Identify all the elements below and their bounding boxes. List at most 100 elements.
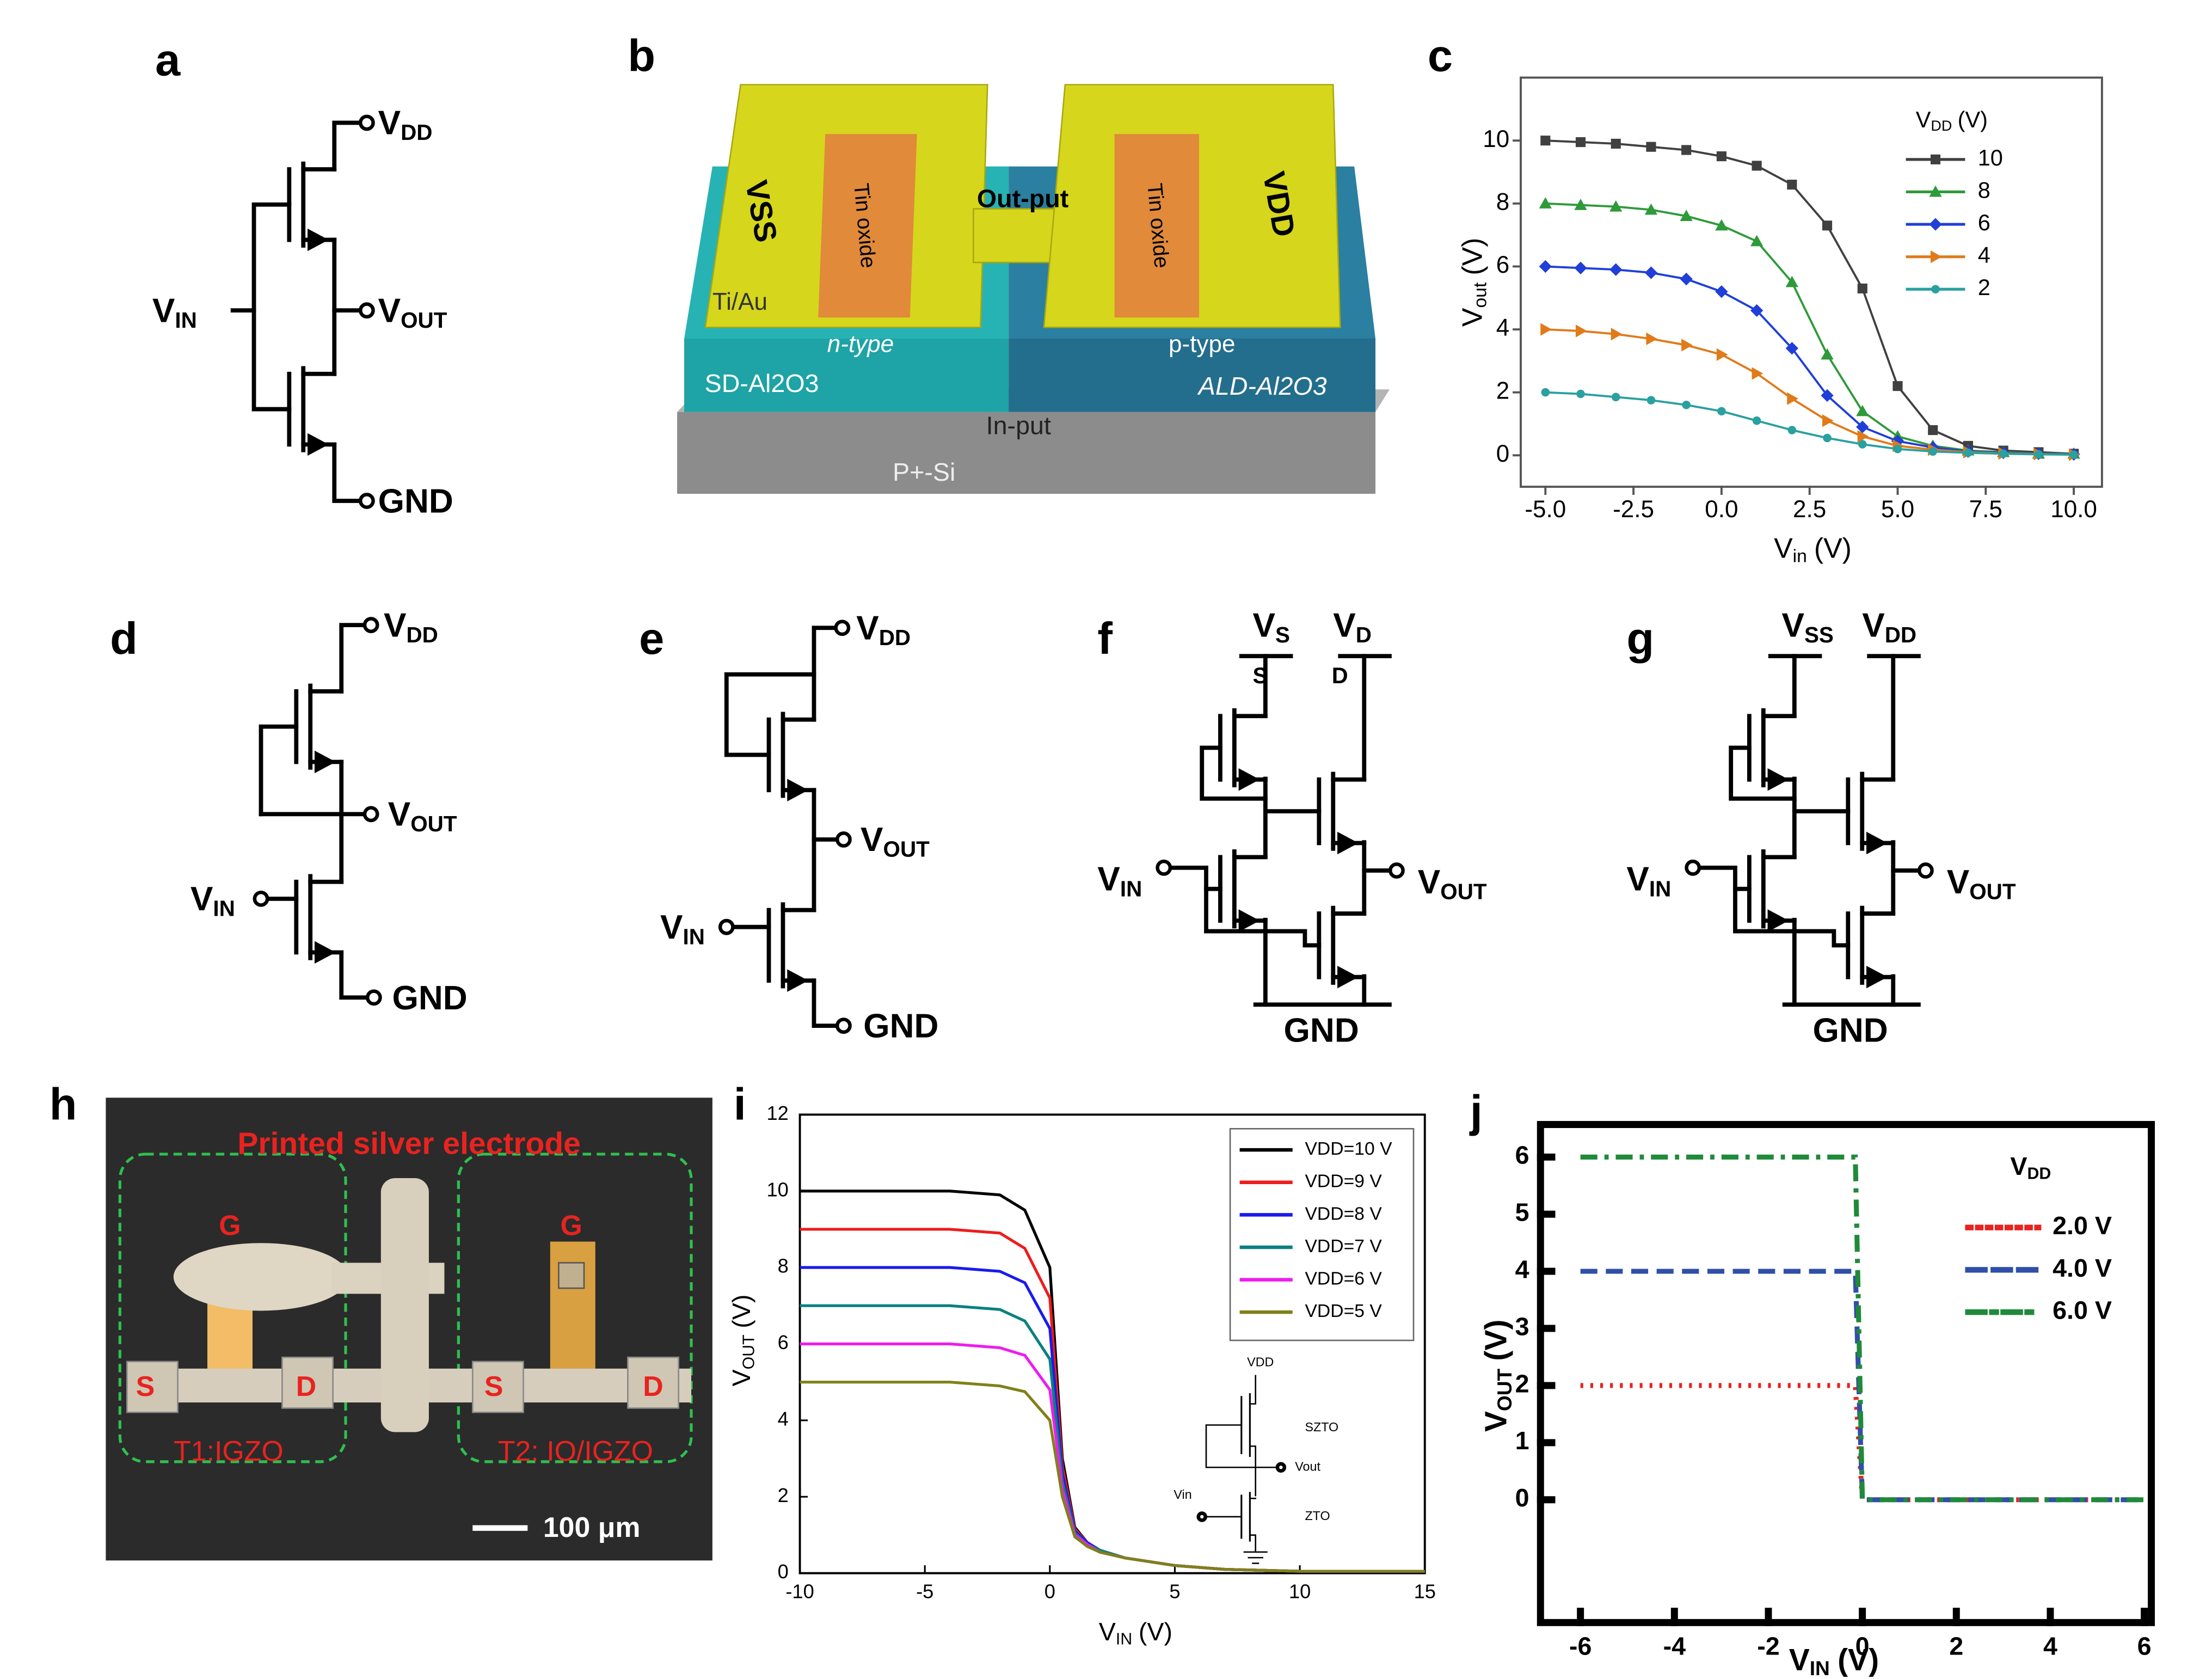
- y-tick-label: 2: [778, 1484, 789, 1506]
- terminal: [1275, 1462, 1287, 1473]
- label: VIN: [1626, 861, 1671, 901]
- marker: [1611, 393, 1620, 402]
- wire: [1696, 865, 1752, 891]
- sub-part: IN: [683, 924, 704, 949]
- label: ALD-Al2O3: [1197, 372, 1327, 400]
- label: S: [1253, 663, 1268, 688]
- terminal: [362, 806, 379, 823]
- label: S: [136, 1370, 155, 1402]
- wire: [724, 672, 816, 757]
- sub-part: out: [1470, 282, 1490, 308]
- panel-label: f: [1097, 613, 1113, 664]
- y-tick-label: 6: [1515, 1141, 1529, 1169]
- label: P+-Si: [893, 458, 955, 486]
- label: VOUT: [861, 822, 930, 862]
- marker: [1609, 263, 1623, 276]
- marker: [1856, 405, 1869, 416]
- label: GND: [1284, 1012, 1359, 1049]
- contact-pad: [471, 1361, 524, 1413]
- y-axis-label: VOUT (V): [1479, 1320, 1516, 1432]
- base-part: V: [861, 822, 883, 859]
- base-part: V: [1097, 861, 1120, 898]
- base-part: V: [660, 909, 683, 946]
- legend-title: VDD: [2010, 1152, 2051, 1182]
- arrow: [314, 750, 336, 774]
- marker: [1928, 447, 1937, 456]
- panel-label: d: [110, 613, 138, 664]
- sub-part: IN: [1116, 1631, 1132, 1649]
- label: VDD: [384, 607, 438, 647]
- marker: [1717, 407, 1726, 416]
- base-part: V: [384, 607, 407, 645]
- wire: [339, 950, 369, 1000]
- substrate: [677, 412, 1376, 494]
- marker: [1539, 197, 1552, 209]
- terminal: [835, 1018, 852, 1034]
- marker: [1893, 444, 1902, 454]
- contact-pad: [281, 1356, 334, 1409]
- marker: [1964, 448, 1973, 457]
- series-line: [1580, 1154, 2145, 1503]
- terminal: [358, 302, 375, 319]
- marker: [1930, 250, 1942, 264]
- silver-stem: [380, 1178, 429, 1432]
- base-part: V: [1418, 863, 1441, 901]
- marker: [2069, 450, 2078, 459]
- marker: [1929, 185, 1942, 197]
- panel-label: b: [628, 30, 655, 81]
- sub-part: IN: [213, 896, 235, 921]
- marker: [1540, 323, 1552, 336]
- label: Vout: [1295, 1459, 1320, 1473]
- x-tick-label: -2.5: [1613, 496, 1654, 523]
- legend-label: 2.0 V: [2053, 1211, 2112, 1240]
- base-part: V: [1253, 607, 1276, 645]
- marker: [1680, 210, 1693, 221]
- y-tick-label: 2: [1496, 377, 1510, 404]
- label: 100 μm: [543, 1511, 641, 1543]
- base-part: V: [1789, 1643, 1810, 1677]
- base-part: V: [1626, 861, 1649, 898]
- marker: [1644, 266, 1658, 279]
- arrow: [787, 779, 809, 802]
- panel-label: j: [1469, 1086, 1483, 1136]
- unit-part: (V): [1958, 107, 1988, 132]
- wire: [332, 120, 362, 171]
- sub-part: DD: [2027, 1165, 2051, 1183]
- label: GND: [1813, 1012, 1888, 1049]
- x-tick-label: -2: [1757, 1632, 1779, 1660]
- x-tick-label: 7.5: [1969, 496, 2002, 523]
- x-tick-label: 2: [1949, 1632, 1963, 1660]
- legend-label: 2: [1978, 274, 1990, 300]
- marker: [1715, 285, 1728, 298]
- label: Vin: [1173, 1487, 1191, 1502]
- sub-part: DD: [406, 622, 438, 647]
- contact-pad: [126, 1361, 179, 1413]
- sub-part: IN: [1120, 876, 1142, 901]
- terminal: [362, 617, 379, 633]
- marker: [1750, 304, 1764, 317]
- label: Out-put: [977, 184, 1068, 212]
- x-tick-label: 6: [2137, 1632, 2152, 1660]
- y-tick-label: 0: [1515, 1484, 1529, 1512]
- wire: [1200, 745, 1268, 801]
- contact-pad: [627, 1356, 679, 1409]
- marker: [1857, 430, 1869, 443]
- base-part: V: [152, 292, 175, 330]
- base-part: V: [1456, 308, 1488, 327]
- legend-label: VDD=5 V: [1305, 1301, 1382, 1321]
- terminal: [365, 989, 382, 1006]
- label: VS: [1253, 607, 1290, 647]
- label: VDD: [378, 105, 433, 145]
- label: T1:IGZO: [174, 1435, 284, 1467]
- y-tick-label: 3: [1515, 1312, 1529, 1340]
- wire: [1729, 745, 1797, 801]
- marker: [1681, 145, 1692, 155]
- wire: [1167, 865, 1222, 891]
- plot-frame: [1537, 1121, 2155, 1626]
- marker: [1893, 381, 1903, 391]
- x-tick-label: 10.0: [2050, 496, 2097, 523]
- sub-part: OUT: [740, 1334, 758, 1369]
- y-axis-label: VOUT (V): [727, 1295, 758, 1387]
- marker: [1752, 416, 1761, 425]
